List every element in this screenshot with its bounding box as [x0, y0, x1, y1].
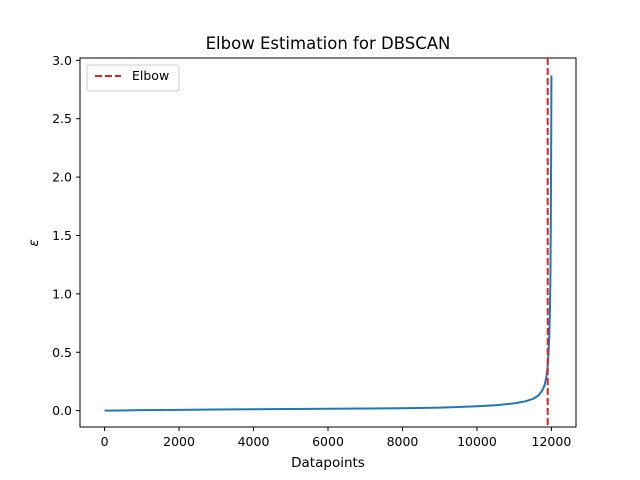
y-tick-label: 2.5	[52, 111, 72, 126]
chart-title: Elbow Estimation for DBSCAN	[206, 34, 451, 53]
y-tick-label: 2.0	[52, 170, 72, 185]
series-layer	[104, 75, 553, 412]
x-tick-label: 0	[101, 434, 109, 449]
x-axis-label: Datapoints	[291, 455, 365, 471]
series-line	[104, 75, 553, 412]
x-tick-label: 6000	[312, 434, 344, 449]
y-axis-label: ε	[26, 239, 42, 246]
x-tick-label: 8000	[387, 434, 419, 449]
x-axis: 0 2000 4000 6000 8000 10000 12000	[101, 427, 572, 449]
y-tick-label: 0.5	[52, 345, 72, 360]
legend-box	[86, 64, 180, 92]
y-tick-label: 3.0	[52, 53, 72, 68]
y-tick-label: 1.0	[52, 286, 72, 301]
y-tick-label: 0.0	[52, 403, 72, 418]
y-tick-label: 1.5	[52, 228, 72, 243]
x-tick-label: 12000	[532, 434, 572, 449]
y-axis: 0.0 0.5 1.0 1.5 2.0 2.5 3.0	[52, 53, 80, 418]
x-tick-label: 10000	[457, 434, 497, 449]
x-tick-label: 4000	[238, 434, 270, 449]
legend: Elbow	[86, 64, 180, 92]
x-tick-label: 2000	[163, 434, 195, 449]
legend-label-elbow: Elbow	[132, 68, 169, 83]
